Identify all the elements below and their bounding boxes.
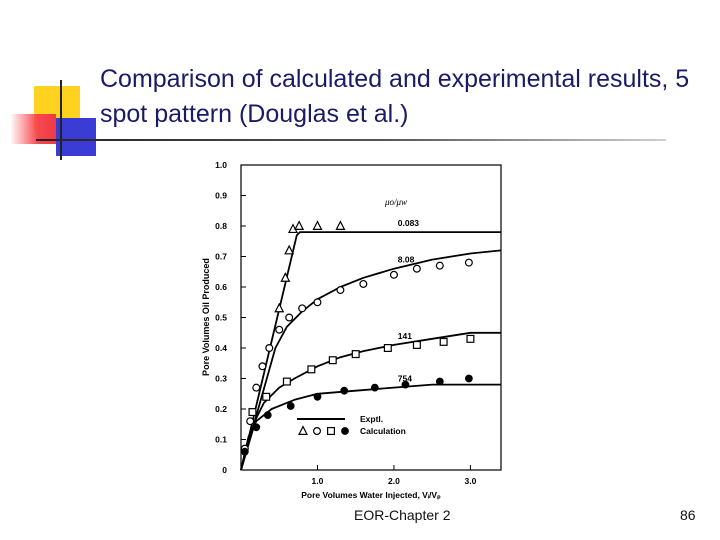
data-point-754 — [286, 402, 295, 410]
data-point-141 — [248, 408, 257, 417]
data-point-141 — [282, 377, 291, 386]
y-axis: 0 0.1 0.2 0.3 0.4 0.5 0.6 0.7 0.8 0.9 1.0 — [215, 160, 246, 475]
experimental-points — [240, 220, 475, 456]
series-line-141 — [240, 331, 501, 471]
data-point-141 — [412, 340, 421, 349]
data-point-0.083 — [274, 302, 285, 313]
y-tick-label: 0.9 — [215, 191, 227, 201]
y-tick-label: 0.3 — [215, 374, 227, 384]
x-tick-label: 2.0 — [388, 476, 400, 486]
y-tick-label: 0.2 — [215, 404, 227, 414]
data-point-141 — [351, 350, 360, 359]
y-tick-label: 0.7 — [215, 252, 227, 262]
data-point-141 — [439, 337, 448, 346]
legend-marker — [327, 427, 336, 436]
data-point-8.08 — [313, 298, 322, 307]
series-line-8.08 — [240, 249, 502, 471]
data-point-754 — [401, 380, 410, 389]
y-tick-label: 1.0 — [215, 160, 227, 170]
title-underline — [36, 139, 666, 141]
data-point-8.08 — [389, 270, 398, 279]
x-tick-label: 3.0 — [464, 476, 476, 486]
data-point-8.08 — [265, 344, 274, 353]
data-point-754 — [240, 447, 249, 456]
data-point-141 — [307, 365, 316, 374]
data-point-754 — [313, 392, 322, 401]
page-number: 86 — [680, 507, 696, 523]
data-point-754 — [252, 423, 261, 432]
series-line-0.083 — [240, 231, 501, 471]
x-axis: 1.0 2.0 3.0 — [312, 465, 477, 486]
data-point-0.083 — [284, 244, 295, 255]
series-label: 8.08 — [398, 255, 415, 265]
data-point-8.08 — [298, 304, 307, 313]
data-point-0.083 — [280, 272, 291, 282]
chart: 0 0.1 0.2 0.3 0.4 0.5 0.6 0.7 0.8 0.9 1.0 1.0 2.0 3.… — [201, 160, 502, 500]
y-tick-label: 0.5 — [215, 313, 227, 323]
data-point-8.08 — [412, 264, 421, 273]
data-point-0.083 — [335, 220, 346, 231]
data-point-8.08 — [258, 362, 267, 371]
legend: Exptl. Calculation — [297, 414, 406, 436]
data-point-8.08 — [464, 258, 473, 267]
decor-blue-square — [56, 118, 96, 156]
y-tick-label: 0.6 — [215, 282, 227, 292]
plot-frame — [240, 164, 502, 471]
series-labels: 0.083 8.08 141 754 — [398, 218, 420, 384]
data-point-8.08 — [252, 383, 261, 392]
legend-marker — [341, 427, 349, 435]
data-point-141 — [383, 344, 392, 353]
data-point-8.08 — [285, 313, 294, 322]
legend-marker-label: Calculation — [360, 426, 406, 436]
data-point-141 — [466, 334, 475, 343]
data-point-8.08 — [336, 286, 345, 295]
data-point-0.083 — [312, 220, 323, 231]
decor-vertical-rule — [60, 80, 62, 160]
y-tick-label: 0 — [222, 465, 227, 475]
data-point-8.08 — [246, 417, 255, 426]
series-label: 754 — [398, 374, 412, 384]
data-point-141 — [262, 392, 271, 401]
legend-marker-samples — [298, 425, 349, 436]
x-tick-label: 1.0 — [312, 476, 324, 486]
slide-title: Comparison of calculated and experimenta… — [100, 65, 690, 128]
data-point-8.08 — [359, 279, 368, 288]
y-tick-label: 0.1 — [215, 435, 227, 445]
data-point-754 — [435, 377, 444, 386]
series-label: 0.083 — [398, 218, 420, 228]
slide-footer: EOR-Chapter 2 — [354, 507, 451, 523]
data-point-754 — [464, 374, 473, 383]
data-point-754 — [263, 411, 272, 420]
legend-line-label: Exptl. — [360, 414, 383, 424]
x-axis-label: Pore Volumes Water Injected, Vᵢ/Vₚ — [301, 490, 441, 500]
data-point-0.083 — [294, 220, 305, 231]
data-point-8.08 — [275, 325, 284, 334]
data-point-8.08 — [435, 261, 444, 270]
data-point-141 — [328, 356, 337, 365]
series-param-label: μo/μw — [384, 197, 407, 207]
y-tick-label: 0.8 — [215, 221, 227, 231]
y-axis-label: Pore Volumes Oil Produced — [201, 258, 211, 376]
plot-area — [240, 164, 502, 471]
series-label: 141 — [398, 331, 412, 341]
y-tick-label: 0.4 — [215, 343, 227, 353]
legend-marker — [298, 425, 308, 435]
legend-marker — [312, 427, 321, 436]
data-point-754 — [340, 386, 349, 395]
data-point-754 — [370, 383, 379, 392]
